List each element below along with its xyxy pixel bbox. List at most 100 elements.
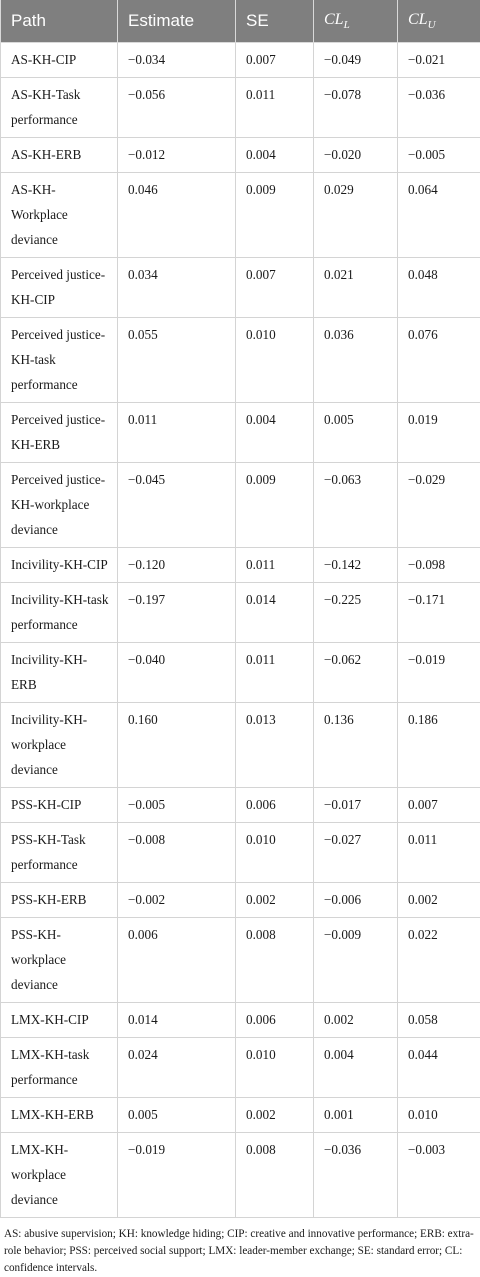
header-cl-upper: CLU (398, 0, 480, 43)
cell-se: 0.011 (236, 643, 314, 703)
cell-path: LMX-KH-workplace deviance (1, 1133, 118, 1218)
cell-path: AS-KH-ERB (1, 138, 118, 173)
cell-path: LMX-KH-task performance (1, 1038, 118, 1098)
cell-path: Incivility-KH-ERB (1, 643, 118, 703)
cell-se: 0.008 (236, 918, 314, 1003)
cell-cll: 0.002 (314, 1003, 398, 1038)
header-cl-lower: CLL (314, 0, 398, 43)
cell-path: Incivility-KH-CIP (1, 548, 118, 583)
cell-path: PSS-KH-ERB (1, 883, 118, 918)
cell-path: Perceived justice-KH-ERB (1, 403, 118, 463)
cell-clu: −0.019 (398, 643, 480, 703)
cell-path: Perceived justice-KH-CIP (1, 258, 118, 318)
cell-estimate: −0.040 (118, 643, 236, 703)
header-row: Path Estimate SE CLL CLU (1, 0, 480, 43)
cell-estimate: 0.046 (118, 173, 236, 258)
cell-estimate: −0.005 (118, 788, 236, 823)
cell-estimate: 0.034 (118, 258, 236, 318)
cell-se: 0.011 (236, 78, 314, 138)
cell-cll: −0.036 (314, 1133, 398, 1218)
results-table: Path Estimate SE CLL CLU AS-KH-CIP−0.034… (0, 0, 480, 1218)
header-cl-upper-text: CLU (408, 11, 436, 28)
cell-cll: −0.009 (314, 918, 398, 1003)
cell-cll: −0.006 (314, 883, 398, 918)
cell-clu: −0.171 (398, 583, 480, 643)
cell-clu: −0.036 (398, 78, 480, 138)
cell-clu: 0.058 (398, 1003, 480, 1038)
cell-estimate: −0.002 (118, 883, 236, 918)
cell-path: AS-KH-Task performance (1, 78, 118, 138)
cell-clu: −0.021 (398, 43, 480, 78)
cell-estimate: −0.045 (118, 463, 236, 548)
cell-estimate: 0.014 (118, 1003, 236, 1038)
cell-cll: −0.142 (314, 548, 398, 583)
cell-se: 0.007 (236, 258, 314, 318)
cell-cll: 0.136 (314, 703, 398, 788)
cell-estimate: 0.005 (118, 1098, 236, 1133)
cell-cll: −0.078 (314, 78, 398, 138)
cell-clu: 0.007 (398, 788, 480, 823)
cell-cll: 0.029 (314, 173, 398, 258)
cell-cll: 0.021 (314, 258, 398, 318)
cell-path: PSS-KH-Task performance (1, 823, 118, 883)
cell-clu: −0.098 (398, 548, 480, 583)
cell-se: 0.004 (236, 138, 314, 173)
cell-cll: 0.001 (314, 1098, 398, 1133)
cell-estimate: −0.012 (118, 138, 236, 173)
cell-estimate: −0.019 (118, 1133, 236, 1218)
cell-se: 0.002 (236, 1098, 314, 1133)
cell-clu: 0.186 (398, 703, 480, 788)
cell-se: 0.007 (236, 43, 314, 78)
cell-cll: −0.049 (314, 43, 398, 78)
cell-estimate: −0.120 (118, 548, 236, 583)
cell-se: 0.006 (236, 788, 314, 823)
cell-clu: 0.019 (398, 403, 480, 463)
cell-estimate: 0.024 (118, 1038, 236, 1098)
cell-se: 0.002 (236, 883, 314, 918)
cell-estimate: −0.008 (118, 823, 236, 883)
cell-estimate: 0.160 (118, 703, 236, 788)
cell-estimate: −0.197 (118, 583, 236, 643)
cell-clu: −0.005 (398, 138, 480, 173)
cell-clu: 0.010 (398, 1098, 480, 1133)
cell-estimate: −0.034 (118, 43, 236, 78)
cell-cll: 0.036 (314, 318, 398, 403)
cell-path: AS-KH-Workplace deviance (1, 173, 118, 258)
cell-cll: −0.225 (314, 583, 398, 643)
cell-clu: 0.011 (398, 823, 480, 883)
cell-path: LMX-KH-ERB (1, 1098, 118, 1133)
cell-se: 0.014 (236, 583, 314, 643)
cell-clu: 0.076 (398, 318, 480, 403)
cell-clu: 0.048 (398, 258, 480, 318)
cell-path: Perceived justice-KH-task performance (1, 318, 118, 403)
cell-path: LMX-KH-CIP (1, 1003, 118, 1038)
cell-cll: 0.004 (314, 1038, 398, 1098)
cell-cll: −0.062 (314, 643, 398, 703)
table-footnote: AS: abusive supervision; KH: knowledge h… (0, 1218, 480, 1277)
cell-cll: −0.020 (314, 138, 398, 173)
cell-se: 0.013 (236, 703, 314, 788)
cell-se: 0.011 (236, 548, 314, 583)
cell-estimate: 0.055 (118, 318, 236, 403)
cell-cll: −0.027 (314, 823, 398, 883)
cell-clu: −0.029 (398, 463, 480, 548)
cell-path: PSS-KH-workplace deviance (1, 918, 118, 1003)
header-path: Path (1, 0, 118, 43)
cell-se: 0.010 (236, 1038, 314, 1098)
cell-cll: −0.017 (314, 788, 398, 823)
